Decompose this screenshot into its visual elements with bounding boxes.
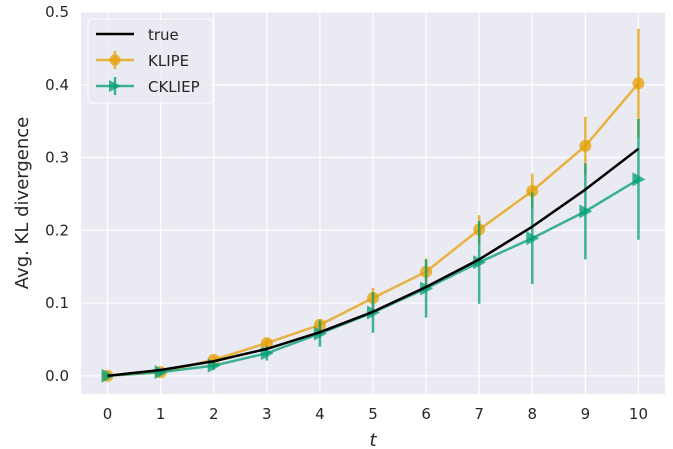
y-tick-label: 0.3 [45,149,69,167]
x-tick-label: 4 [315,405,325,423]
legend-entry-true: true [96,26,179,44]
series-line [107,147,640,378]
x-tick-label: 7 [474,405,484,423]
legend-true-label: true [148,26,179,44]
y-tick-label: 0.4 [45,76,69,94]
data-point [313,326,327,341]
y-tick-label: 0.1 [45,294,69,312]
y-tick-labels: 0.0 0.1 0.2 0.3 0.4 0.5 [45,3,69,385]
y-tick-label: 0.2 [45,221,69,239]
data-point [473,255,487,270]
data-point [420,281,434,296]
series-true [107,147,640,378]
data-point [526,231,540,246]
legend-entry-ckliep: CKLIEP [96,77,200,96]
x-tick-label: 8 [527,405,537,423]
y-axis-label: Avg. KL divergence [12,117,33,289]
y-tick-label: 0.5 [45,3,69,21]
data-point [632,77,645,90]
x-tick-label: 2 [209,405,219,423]
legend-klipe-marker [109,54,121,66]
x-axis-label: t [369,430,377,449]
x-tick-label: 9 [581,405,591,423]
x-tick-labels: 0 1 2 3 4 5 6 7 8 9 10 [103,405,648,423]
legend: true KLIPE CKLIEP [87,18,214,104]
data-point [260,337,273,350]
legend-entry-klipe: KLIPE [96,51,189,70]
series-layer [101,28,646,383]
x-tick-label: 0 [103,405,113,423]
x-tick-label: 6 [421,405,431,423]
legend-klipe-label: KLIPE [148,52,189,70]
data-point [579,204,593,219]
x-tick-label: 1 [156,405,166,423]
x-tick-label: 5 [368,405,378,423]
legend-box [87,18,214,104]
legend-ckliep-marker [109,80,121,92]
legend-ckliep-label: CKLIEP [148,78,200,96]
data-point [526,184,539,197]
data-point [154,365,168,380]
x-tick-label: 10 [629,405,648,423]
data-point [632,172,646,187]
y-tick-label: 0.0 [45,367,69,385]
data-point [579,139,592,152]
x-tick-label: 3 [262,405,272,423]
